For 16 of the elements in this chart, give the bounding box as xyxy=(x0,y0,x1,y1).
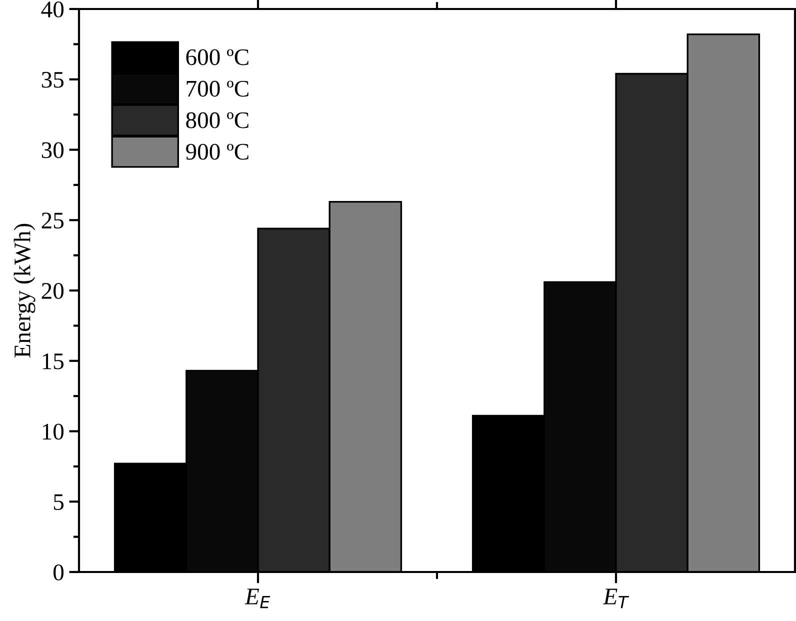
legend-label: 900 ºC xyxy=(186,144,248,160)
x-tick-label: E$_{T}$ xyxy=(602,588,630,608)
legend-label: 800 ºC xyxy=(186,112,248,128)
y-tick-label: 10 xyxy=(42,424,64,440)
y-tick-label: 40 xyxy=(41,1,64,18)
y-tick-label: 15 xyxy=(42,353,64,370)
y-tick-label: 35 xyxy=(42,72,64,88)
x-tick-label: E$_{E}$ xyxy=(244,588,270,608)
legend-label: 600 ºC xyxy=(186,49,248,66)
y-tick-label: 20 xyxy=(42,282,64,299)
legend-label: 700 ºC xyxy=(186,80,248,97)
y-tick-label: 25 xyxy=(42,212,64,229)
y-axis-title: Energy (kWh) xyxy=(14,224,36,358)
y-tick-label: 0 xyxy=(54,564,64,580)
y-tick-label: 5 xyxy=(54,494,64,510)
y-tick-label: 30 xyxy=(42,142,64,158)
